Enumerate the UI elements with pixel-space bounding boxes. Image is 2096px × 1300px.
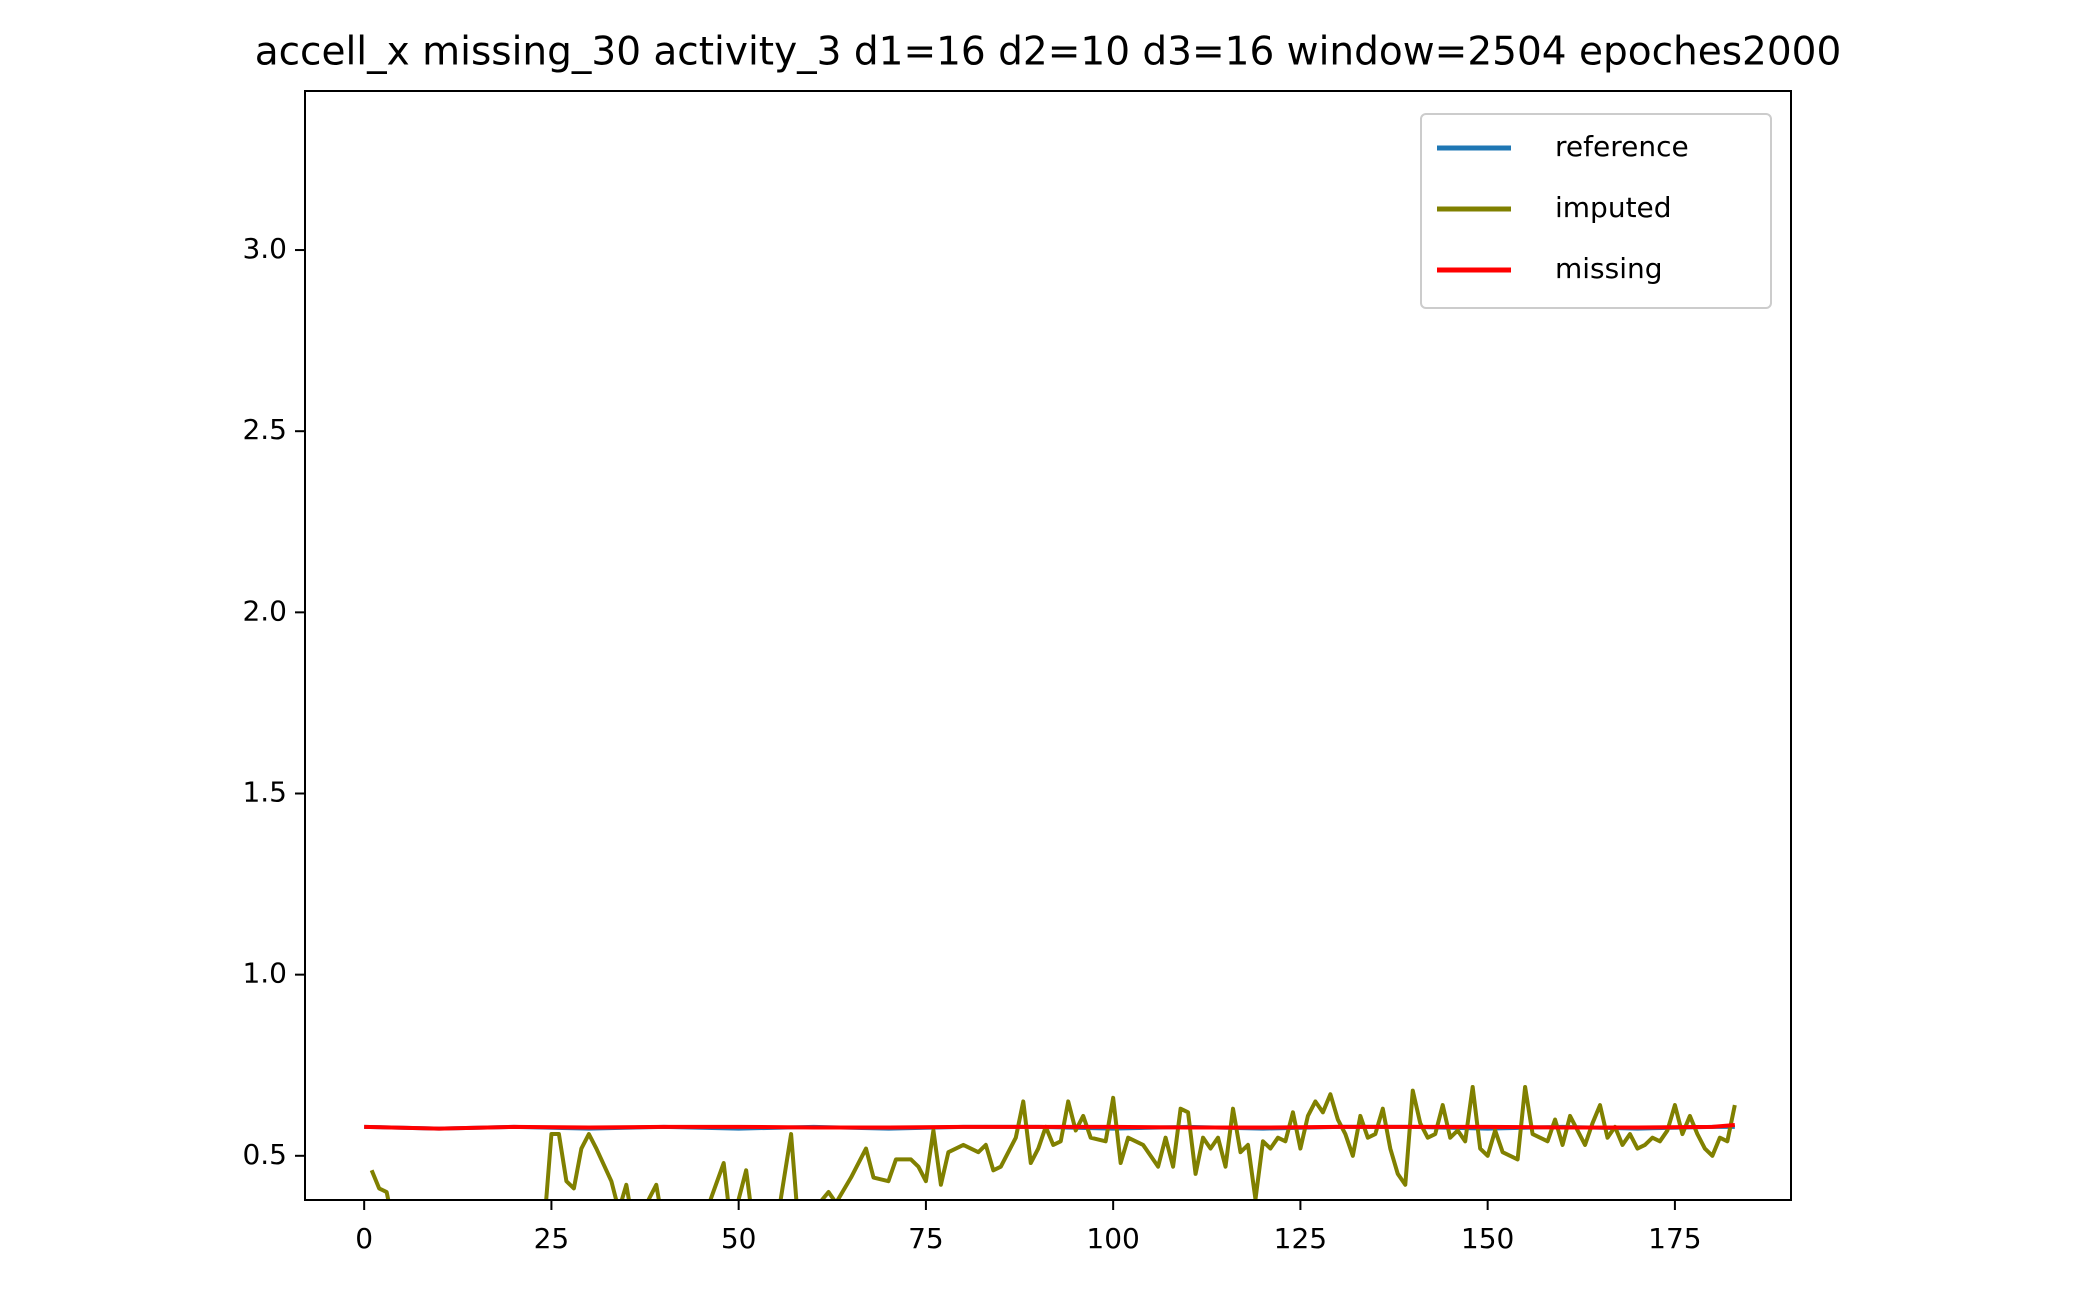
x-tick-label: 100 — [1086, 1222, 1139, 1255]
y-tick-label: 3.0 — [242, 232, 287, 265]
chart-title: accell_x missing_30 activity_3 d1=16 d2=… — [255, 30, 1842, 75]
x-tick-label: 75 — [908, 1222, 944, 1255]
legend-label: imputed — [1555, 191, 1672, 224]
y-tick-label: 1.5 — [242, 775, 287, 808]
x-tick-label: 0 — [355, 1222, 373, 1255]
series-line — [364, 1123, 1735, 1131]
x-tick-label: 125 — [1274, 1222, 1327, 1255]
x-tick-label: 175 — [1648, 1222, 1701, 1255]
legend-label: missing — [1555, 252, 1663, 285]
x-tick-label: 50 — [721, 1222, 757, 1255]
y-tick-label: 2.5 — [242, 413, 287, 446]
legend-label: reference — [1555, 130, 1689, 163]
x-tick-label: 25 — [534, 1222, 570, 1255]
series-line — [369, 1084, 1737, 1200]
x-tick-label: 150 — [1461, 1222, 1514, 1255]
y-tick-label: 1.0 — [242, 957, 287, 990]
y-tick-label: 2.0 — [242, 594, 287, 627]
plot-area — [364, 1084, 1737, 1200]
y-tick-label: 0.5 — [242, 1138, 287, 1171]
axes-frame — [304, 90, 1792, 1201]
legend-box — [1420, 113, 1772, 309]
